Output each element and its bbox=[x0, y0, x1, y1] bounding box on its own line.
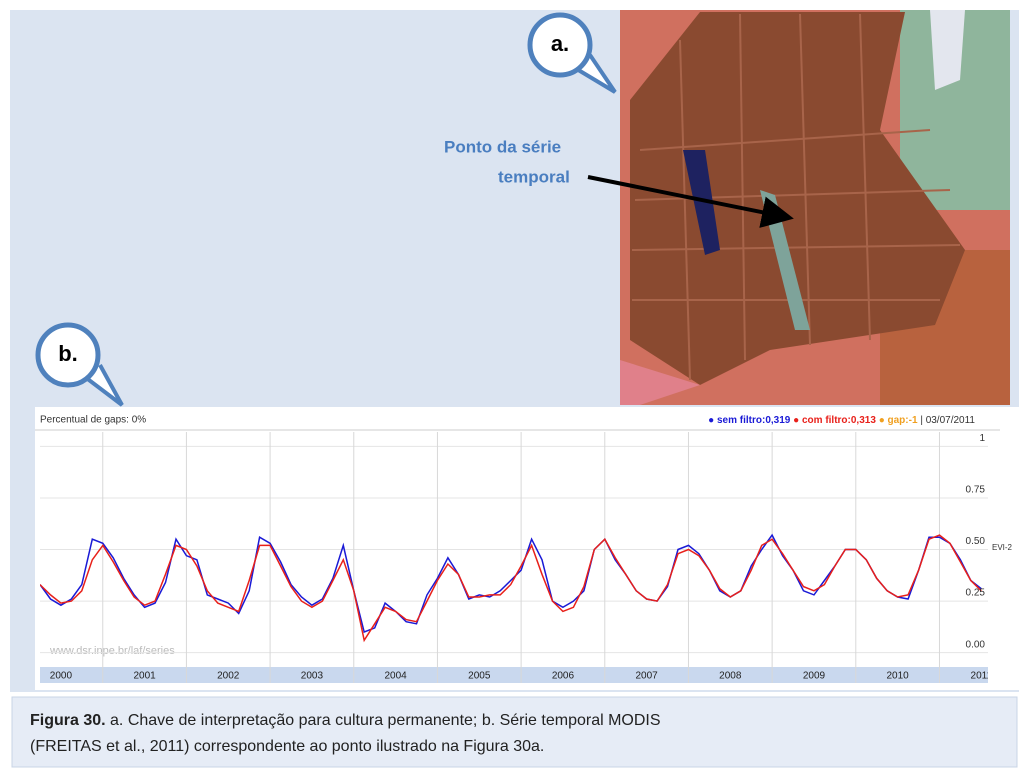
satellite-image bbox=[620, 10, 1010, 405]
y-tick-label: 0.75 bbox=[966, 485, 986, 496]
x-tick-label: 2004 bbox=[384, 671, 407, 682]
caption-text: (FREITAS et al., 2011) correspondente ao… bbox=[30, 738, 544, 755]
annotation-text: Ponto da série bbox=[444, 137, 561, 156]
x-tick-label: 2010 bbox=[887, 671, 910, 682]
watermark: www.dsr.inpe.br/laf/series bbox=[49, 645, 175, 657]
y-tick-label: 0.00 bbox=[966, 639, 986, 650]
x-tick-label: 2008 bbox=[719, 671, 742, 682]
chart-header: Percentual de gaps: 0% bbox=[40, 415, 146, 426]
figure: a. b. Ponto da série temporal Percentual… bbox=[0, 0, 1019, 774]
x-tick-label: 2002 bbox=[217, 671, 240, 682]
x-tick-label: 2003 bbox=[301, 671, 324, 682]
y-tick-label: 1 bbox=[979, 433, 985, 444]
legend-marker: ● bbox=[879, 415, 888, 426]
annotation-text: temporal bbox=[498, 167, 570, 186]
caption-label: Figura 30. bbox=[30, 712, 106, 729]
date-label: | 03/07/2011 bbox=[920, 415, 975, 426]
y-axis-label: EVI-2 bbox=[992, 543, 1013, 552]
x-tick-label: 2005 bbox=[468, 671, 491, 682]
year-strip bbox=[40, 667, 988, 683]
callout-label: a. bbox=[551, 31, 569, 56]
x-tick-label: 2001 bbox=[133, 671, 156, 682]
legend: ● sem filtro:0,319 ● com filtro:0,313 ● … bbox=[708, 415, 975, 426]
legend-marker: ● bbox=[708, 415, 717, 426]
legend-value: 0,319 bbox=[765, 415, 790, 426]
x-tick-label: 2000 bbox=[50, 671, 73, 682]
legend-marker: ● bbox=[793, 415, 802, 426]
callout-label: b. bbox=[58, 341, 78, 366]
legend-entry: com filtro: bbox=[802, 415, 851, 426]
x-tick-label: 2006 bbox=[552, 671, 575, 682]
x-tick-label: 2007 bbox=[635, 671, 658, 682]
y-tick-label: 0.50 bbox=[966, 536, 986, 547]
caption-box bbox=[12, 697, 1017, 767]
legend-entry: sem filtro: bbox=[717, 415, 765, 426]
legend-value: -1 bbox=[909, 415, 918, 426]
caption-line: Figura 30. a. Chave de interpretação par… bbox=[30, 712, 661, 729]
y-tick-label: 0.25 bbox=[966, 588, 986, 599]
legend-value: 0,313 bbox=[851, 415, 876, 426]
x-tick-label: 2009 bbox=[803, 671, 826, 682]
caption-text: a. Chave de interpretação para cultura p… bbox=[110, 712, 661, 729]
legend-entry: gap: bbox=[888, 415, 909, 426]
